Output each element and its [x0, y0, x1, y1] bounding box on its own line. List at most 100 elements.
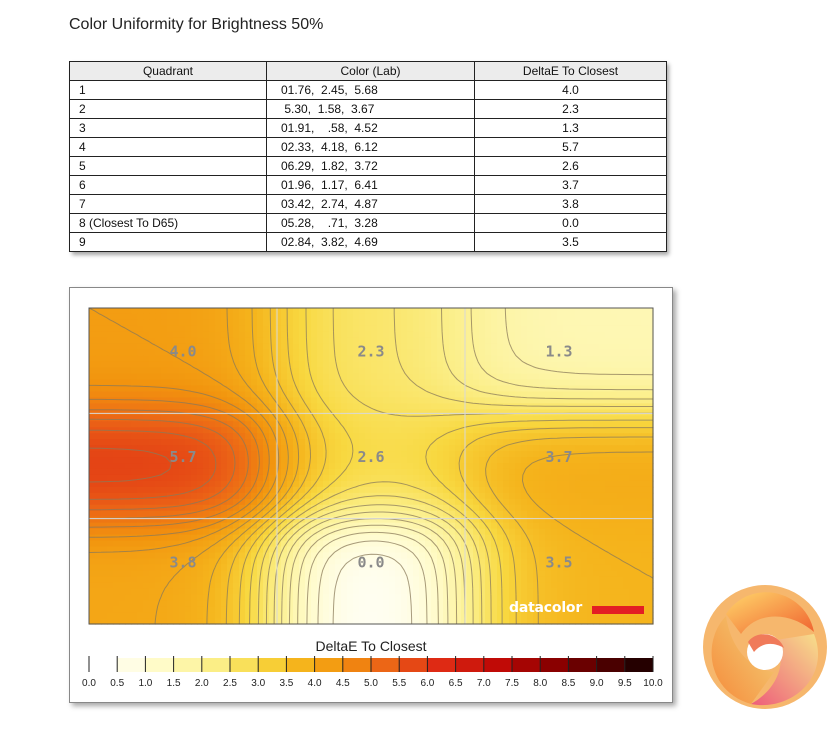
heatmap-cell [257, 457, 264, 464]
heatmap-cell [197, 606, 204, 613]
heatmap-cell [533, 343, 540, 351]
heatmap-cell [155, 325, 162, 333]
heatmap-cell [185, 415, 192, 422]
heatmap-cell [629, 343, 636, 351]
heatmap-cell [293, 331, 300, 339]
heatmap-cell [215, 331, 222, 339]
heatmap-cell [575, 427, 582, 434]
heatmap-cell [563, 540, 570, 548]
heatmap-cell [629, 319, 636, 327]
heatmap-cell [419, 343, 426, 351]
heatmap-cell [647, 361, 654, 369]
heatmap-cell [581, 546, 588, 554]
heatmap-cell [239, 313, 246, 321]
heatmap-cell [161, 343, 168, 351]
heatmap-cell [545, 486, 552, 494]
heatmap-cell [479, 612, 486, 619]
heatmap-cell [635, 379, 642, 387]
heatmap-cell [179, 379, 186, 387]
heatmap-cell [347, 421, 354, 428]
heatmap-cell [509, 331, 516, 339]
heatmap-cell [581, 325, 588, 333]
heatmap-cell [569, 421, 576, 428]
heatmap-cell [161, 516, 168, 524]
heatmap-cell [359, 546, 366, 554]
heatmap-cell [209, 313, 216, 321]
heatmap-cell [605, 409, 612, 416]
heatmap-cell [647, 474, 654, 482]
heatmap-cell [521, 522, 528, 530]
heatmap-cell [149, 373, 156, 381]
heatmap-cell [527, 564, 534, 571]
heatmap-cell [197, 468, 204, 476]
heatmap-cell [635, 474, 642, 482]
heatmap-cell [173, 451, 180, 458]
heatmap-cell [485, 373, 492, 381]
heatmap-cell [461, 397, 468, 404]
heatmap-cell [479, 391, 486, 399]
heatmap-cell [221, 510, 228, 518]
heatmap-cell [203, 349, 210, 357]
heatmap-cell [497, 337, 504, 345]
heatmap-cell [605, 349, 612, 357]
heatmap-cell [227, 558, 234, 565]
heatmap-cell [521, 308, 528, 315]
heatmap-cell [437, 564, 444, 571]
heatmap-cell [365, 618, 372, 625]
heatmap-cell [545, 409, 552, 416]
heatmap-cell [191, 528, 198, 536]
heatmap-cell [347, 504, 354, 512]
heatmap-cell [425, 588, 432, 595]
heatmap-cell [299, 409, 306, 416]
heatmap-cell [161, 558, 168, 565]
heatmap-cell [191, 343, 198, 351]
heatmap-cell [119, 409, 126, 416]
heatmap-cell [155, 492, 162, 500]
heatmap-cell [185, 397, 192, 404]
heatmap-cell [293, 379, 300, 387]
heatmap-cell [377, 522, 384, 530]
heatmap-cell [281, 343, 288, 351]
heatmap-field [89, 308, 654, 625]
heatmap-cell [473, 373, 480, 381]
heatmap-cell [449, 421, 456, 428]
heatmap-cell [593, 612, 600, 619]
heatmap-cell [383, 421, 390, 428]
heatmap-cell [425, 492, 432, 500]
heatmap-cell [395, 367, 402, 375]
heatmap-cell [245, 433, 252, 440]
heatmap-cell [215, 564, 222, 571]
heatmap-cell [419, 421, 426, 428]
heatmap-cell [485, 564, 492, 571]
heatmap-cell [263, 415, 270, 422]
heatmap-cell [593, 379, 600, 387]
heatmap-cell [251, 594, 258, 601]
heatmap-cell [275, 582, 282, 589]
heatmap-cell [341, 492, 348, 500]
heatmap-cell [125, 606, 132, 613]
heatmap-cell [509, 313, 516, 321]
heatmap-cell [203, 492, 210, 500]
heatmap-cell [245, 319, 252, 327]
heatmap-cell [359, 474, 366, 482]
heatmap-cell [431, 474, 438, 482]
heatmap-cell [383, 480, 390, 488]
heatmap-cell [527, 308, 534, 315]
heatmap-cell [257, 492, 264, 500]
heatmap-cell [503, 486, 510, 494]
heatmap-cell [275, 492, 282, 500]
heatmap-cell [395, 415, 402, 422]
heatmap-cell [455, 337, 462, 345]
heatmap-cell [257, 558, 264, 565]
heatmap-cell [479, 570, 486, 577]
heatmap-cell [245, 612, 252, 619]
heatmap-cell [377, 385, 384, 393]
heatmap-cell [323, 457, 330, 464]
heatmap-cell [317, 379, 324, 387]
heatmap-cell [275, 439, 282, 446]
heatmap-cell [299, 308, 306, 315]
heatmap-cell [389, 325, 396, 333]
heatmap-cell [143, 492, 150, 500]
heatmap-cell [401, 588, 408, 595]
heatmap-cell [551, 504, 558, 512]
